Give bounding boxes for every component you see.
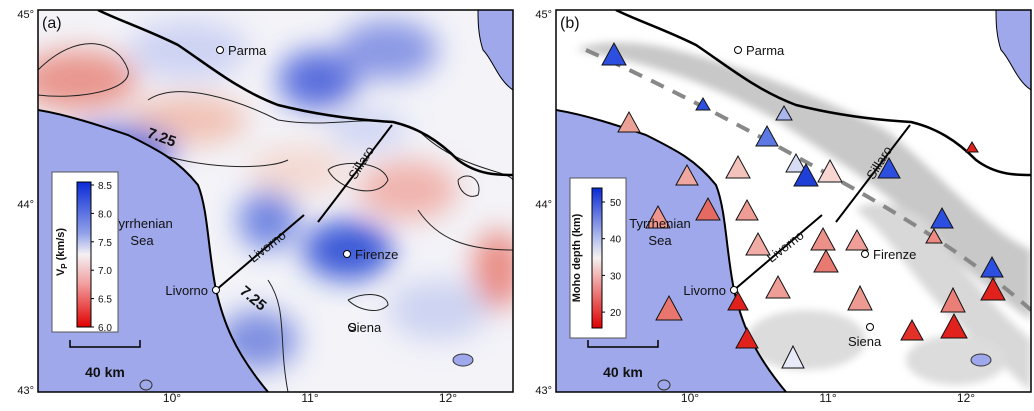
island: [453, 354, 473, 366]
lon-tick-label: 12°: [439, 391, 457, 405]
city-marker: [867, 324, 874, 331]
place-label: Parma: [746, 43, 785, 58]
place-label: Firenze: [355, 247, 398, 262]
place-label: Livorno: [165, 283, 208, 298]
sea-label: Sea: [130, 233, 154, 248]
city-marker: [731, 287, 738, 294]
island: [971, 354, 991, 366]
city-marker: [735, 47, 742, 54]
place-label: Parma: [228, 43, 267, 58]
colorbar-title: Moho depth (km): [571, 213, 583, 302]
lat-tick-label: 45°: [17, 9, 34, 21]
lon-tick-label: 10°: [681, 391, 699, 405]
lon-tick-label: 11°: [301, 391, 318, 405]
city-marker: [217, 47, 224, 54]
place-label: Firenze: [873, 247, 916, 262]
colorbar-tick-label: 6.0: [98, 323, 112, 334]
sea-label: Tyrrhenian: [629, 216, 690, 231]
colorbar-title-text: Moho depth (km): [571, 213, 583, 302]
panel-label: (b): [560, 15, 580, 32]
figure: Parma Firenze Siena Livorno Tyrrhenian Sea Liv…: [0, 0, 1034, 406]
colorbar-tick-label: 7.5: [98, 238, 112, 249]
island: [658, 380, 670, 390]
colorbar-tick-label: 8.5: [98, 181, 112, 192]
colorbar-tick-label: 7.0: [98, 266, 112, 277]
sea-label: Tyrrhenian: [111, 216, 172, 231]
lat-tick-label: 43°: [535, 385, 552, 397]
colorbar-tick-label: 8.0: [98, 209, 112, 220]
island: [140, 380, 152, 390]
colorbar-tick-label: 30: [610, 271, 622, 282]
colorbar: [592, 188, 602, 328]
colorbar: [77, 182, 91, 327]
city-marker: [344, 251, 351, 258]
lat-tick-label: 45°: [535, 9, 552, 21]
lon-tick-label: 12°: [957, 391, 975, 405]
place-label: Livorno: [683, 283, 726, 298]
lat-tick-label: 44°: [17, 199, 34, 211]
lon-tick-label: 11°: [819, 391, 836, 405]
scale-bar-label: 40 km: [85, 364, 125, 380]
colorbar-title: VP(km/s): [55, 228, 69, 276]
place-label: Siena: [848, 334, 882, 349]
lon-tick-label: 10°: [163, 391, 181, 405]
colorbar-tick-label: 20: [610, 308, 622, 319]
lat-tick-label: 43°: [17, 385, 34, 397]
place-label: Siena: [348, 320, 382, 335]
sea-label: Sea: [648, 233, 672, 248]
city-marker: [862, 251, 869, 258]
colorbar-tick-label: 40: [610, 235, 622, 246]
colorbar-title-sub: P: [60, 263, 69, 269]
colorbar-tick-label: 50: [610, 198, 622, 209]
colorbar-title-units: (km/s): [55, 228, 67, 261]
scale-bar-label: 40 km: [603, 364, 643, 380]
lat-tick-label: 44°: [535, 199, 552, 211]
colorbar-tick-label: 6.5: [98, 295, 112, 306]
panel-label: (a): [42, 15, 62, 32]
city-marker: [213, 287, 220, 294]
